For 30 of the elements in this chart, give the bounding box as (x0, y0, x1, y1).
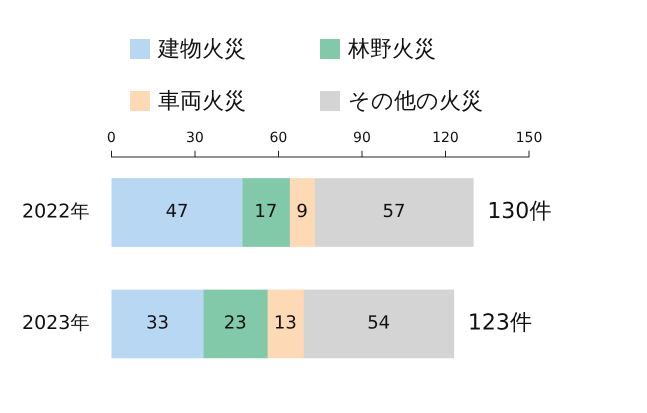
bar (112, 178, 243, 247)
data-label: 54 (367, 312, 390, 334)
data-label: 57 (382, 201, 406, 222)
legend-label: 林野火災 (348, 36, 436, 64)
data-label: 9 (296, 201, 308, 222)
bar (242, 178, 290, 247)
data-label: 13 (274, 312, 297, 334)
x-tick-label: 60 (270, 130, 288, 146)
x-tick-label: 30 (186, 130, 204, 146)
data-label: 47 (166, 201, 188, 222)
bar (266, 290, 304, 358)
x-tick-label: 90 (353, 130, 371, 146)
legend-label: その他の火災 (348, 88, 483, 116)
legend-label: 建物火災 (158, 36, 246, 64)
x-tick-label: 150 (516, 130, 542, 146)
legend-label: 車両火災 (158, 88, 246, 116)
total-label: 130件 (487, 199, 552, 224)
total-label: 123件 (468, 310, 532, 336)
x-tick-label: 120 (432, 130, 459, 146)
x-tick-label: 0 (106, 130, 116, 146)
y-tick-label: 2022年 (22, 200, 90, 222)
data-label: 23 (224, 312, 247, 334)
bar (202, 290, 268, 358)
bar (289, 178, 315, 247)
data-label: 33 (146, 312, 169, 334)
bar (314, 178, 474, 247)
data-label: 17 (254, 201, 278, 222)
bar (303, 290, 454, 358)
y-tick-label: 2023年 (22, 312, 90, 334)
bar (112, 290, 204, 358)
